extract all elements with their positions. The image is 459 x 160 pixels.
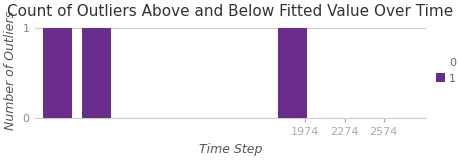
Bar [277,28,306,118]
Bar [43,28,72,118]
Y-axis label: Number of Outliers: Number of Outliers [4,11,17,130]
Bar [82,28,111,118]
Legend: 0, 1: 0, 1 [435,58,455,84]
Title: Count of Outliers Above and Below Fitted Value Over Time: Count of Outliers Above and Below Fitted… [7,4,453,19]
X-axis label: Time Step: Time Step [198,143,262,156]
